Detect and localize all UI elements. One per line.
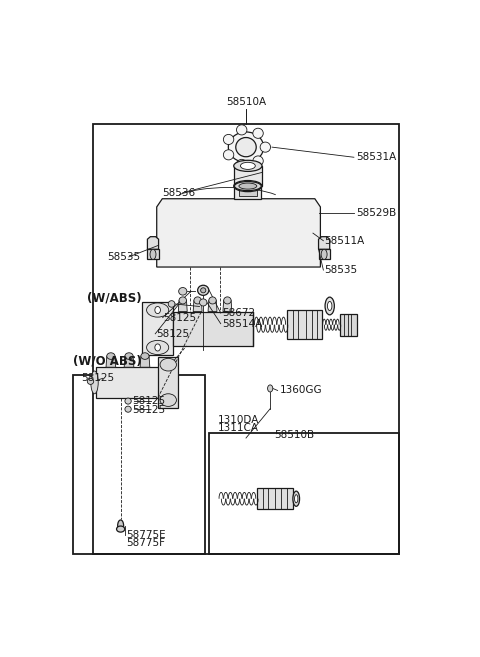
Polygon shape [319,237,330,249]
Ellipse shape [228,132,264,162]
Ellipse shape [239,183,257,189]
Ellipse shape [325,297,335,315]
Text: 58125: 58125 [132,405,166,415]
Polygon shape [319,249,330,260]
Ellipse shape [125,406,131,412]
Ellipse shape [293,491,300,507]
Text: 58125: 58125 [156,328,189,339]
Polygon shape [257,488,292,509]
Ellipse shape [223,135,234,145]
Polygon shape [158,357,179,407]
Text: 58536: 58536 [162,188,195,198]
Ellipse shape [295,495,298,503]
Ellipse shape [160,358,177,371]
Bar [73,374,205,555]
Ellipse shape [146,340,168,355]
Ellipse shape [260,142,271,152]
Text: 58510A: 58510A [226,97,266,106]
Ellipse shape [234,160,262,171]
Ellipse shape [179,297,186,304]
Ellipse shape [141,353,149,359]
Ellipse shape [234,181,261,191]
Ellipse shape [125,398,131,404]
Polygon shape [340,313,357,336]
Polygon shape [223,300,232,311]
Ellipse shape [155,307,160,313]
Ellipse shape [160,394,177,407]
Ellipse shape [267,385,273,392]
Ellipse shape [107,353,115,359]
Ellipse shape [236,137,256,157]
Ellipse shape [118,520,124,531]
Bar [209,433,398,555]
Ellipse shape [253,128,263,139]
Text: 58529B: 58529B [356,208,396,218]
Text: 58125: 58125 [82,373,115,383]
Polygon shape [234,186,261,198]
Polygon shape [234,166,262,186]
Ellipse shape [209,297,216,304]
Ellipse shape [179,288,187,295]
Text: 58511A: 58511A [324,236,364,246]
Ellipse shape [87,378,94,384]
Ellipse shape [253,156,263,166]
Text: 1310DA: 1310DA [218,415,260,425]
Text: 58775F: 58775F [126,538,165,548]
Text: 58775E: 58775E [126,530,166,540]
Polygon shape [140,356,150,367]
Bar [94,124,398,555]
Polygon shape [193,300,202,311]
Ellipse shape [234,181,262,192]
Text: 58672: 58672 [222,308,255,318]
Ellipse shape [200,299,207,306]
Polygon shape [147,237,158,249]
Ellipse shape [237,125,247,135]
Ellipse shape [240,162,255,170]
Polygon shape [142,302,173,355]
Text: 1360GG: 1360GG [279,386,322,396]
Ellipse shape [117,526,125,532]
Ellipse shape [146,303,168,317]
Text: (W/ABS): (W/ABS) [87,292,142,304]
Polygon shape [124,356,134,367]
Ellipse shape [201,288,206,293]
Text: 58531A: 58531A [356,152,396,162]
Polygon shape [106,356,116,367]
Polygon shape [287,310,322,339]
Polygon shape [239,187,257,196]
Polygon shape [156,198,321,267]
Ellipse shape [224,297,231,304]
Ellipse shape [321,249,327,260]
Polygon shape [96,367,169,397]
Ellipse shape [91,371,98,394]
Ellipse shape [237,160,247,170]
Polygon shape [178,300,187,311]
Text: 58125: 58125 [163,313,196,323]
Text: 58510B: 58510B [274,430,314,440]
Polygon shape [147,249,158,260]
Text: 1311CA: 1311CA [218,423,259,433]
Ellipse shape [155,344,160,351]
Ellipse shape [223,150,234,160]
Polygon shape [173,311,253,346]
Polygon shape [208,300,217,311]
Ellipse shape [194,297,202,304]
Ellipse shape [198,285,209,296]
Text: 58125: 58125 [132,396,166,406]
Ellipse shape [327,302,332,311]
Ellipse shape [168,301,175,307]
Text: 58535: 58535 [108,252,141,262]
Text: 58535: 58535 [324,265,357,275]
Text: (W/O ABS): (W/O ABS) [73,355,142,368]
Ellipse shape [125,353,133,359]
Text: 58514A: 58514A [222,319,262,328]
Ellipse shape [150,249,156,260]
